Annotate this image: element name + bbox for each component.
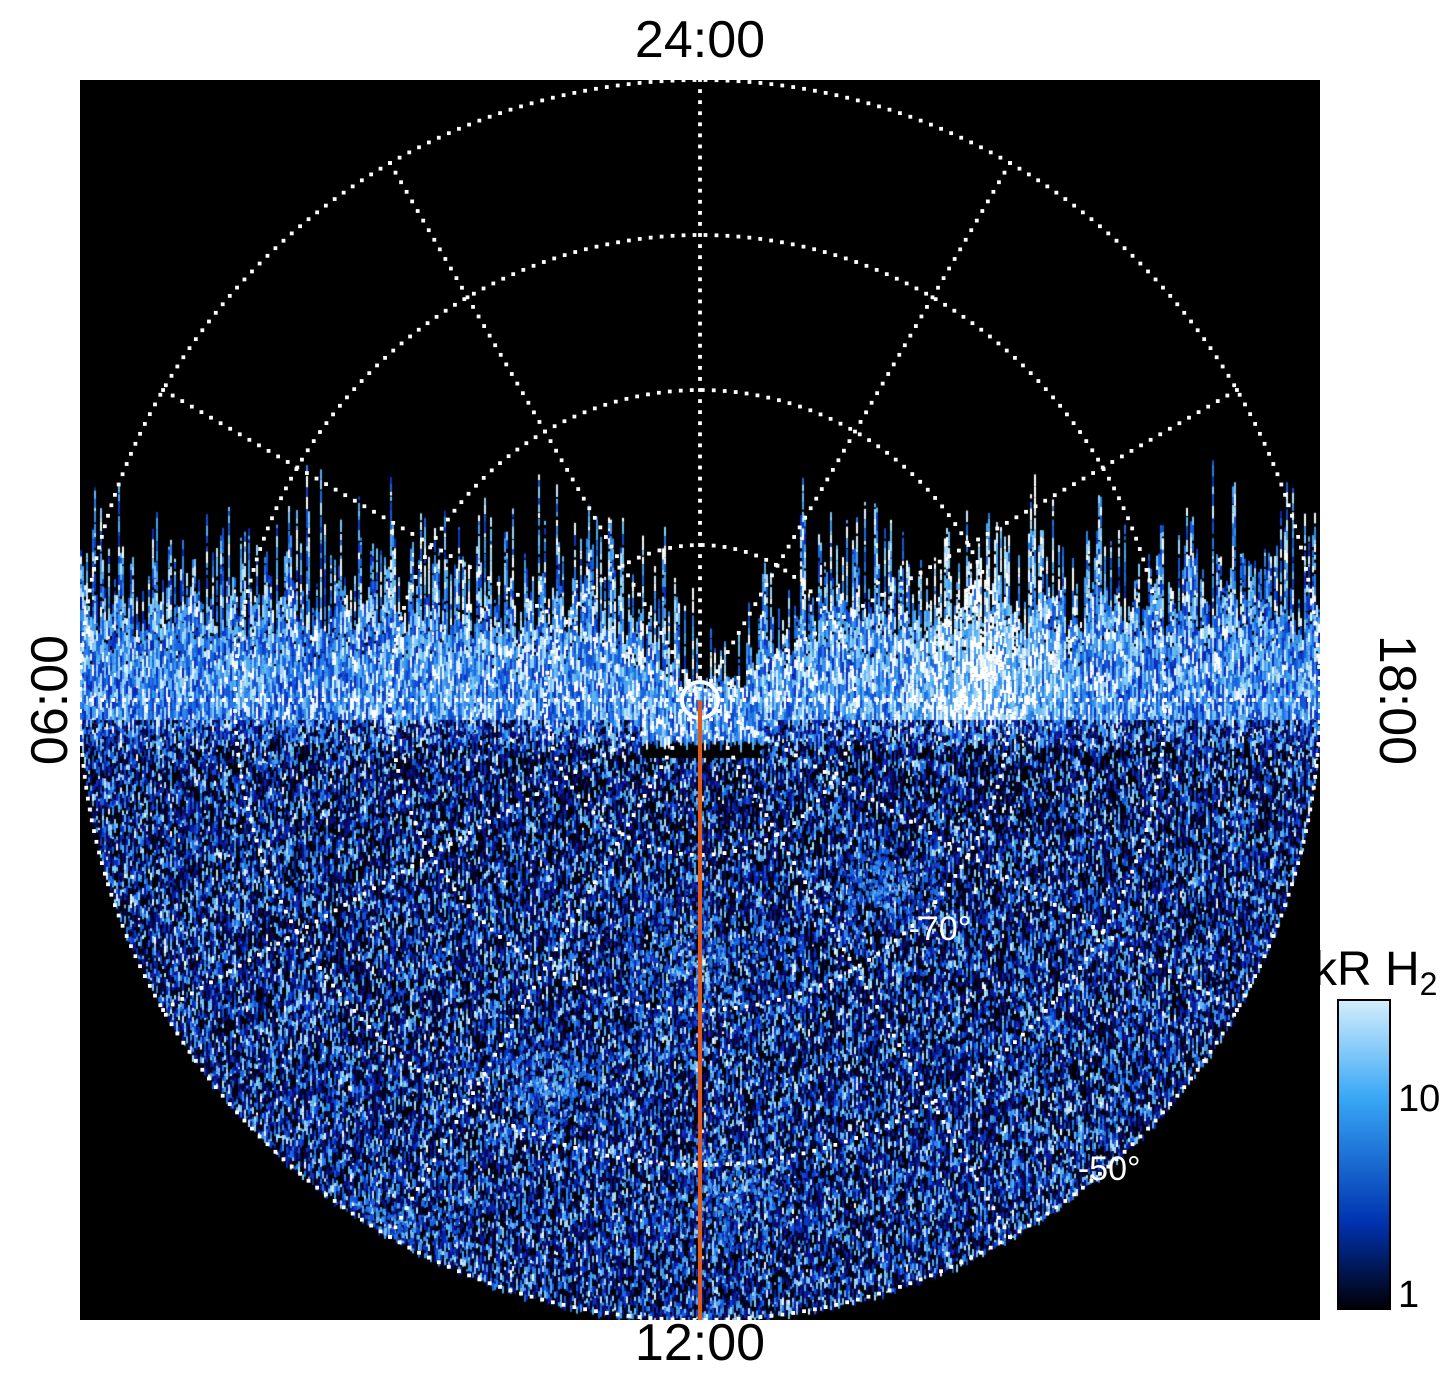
svg-text:-70°: -70° [909,910,972,948]
svg-text:-50°: -50° [1078,1150,1141,1188]
